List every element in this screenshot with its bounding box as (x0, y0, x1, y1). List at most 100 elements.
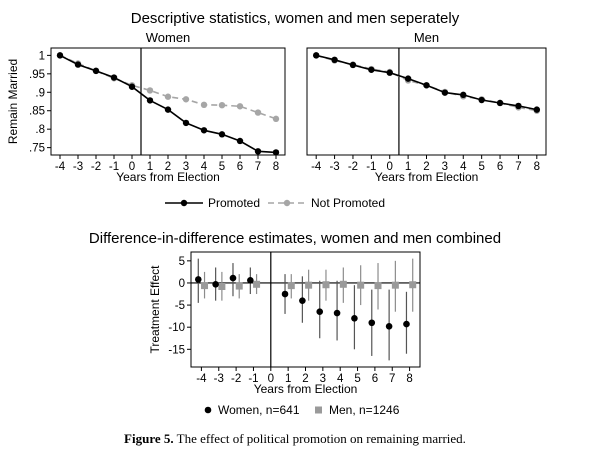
did-women-point (351, 315, 358, 322)
men-promoted-point (404, 75, 412, 82)
did-women-point (229, 274, 237, 282)
women-xtick-label: 7 (255, 161, 261, 173)
men-promoted-point (349, 61, 357, 69)
did-women-point (281, 290, 289, 298)
men-xtick-label: 7 (515, 161, 521, 173)
did-xtick-label: 1 (285, 373, 291, 385)
women-promoted-point (236, 137, 244, 145)
men-promoted-point (515, 102, 522, 110)
men-xtick-label: 2 (423, 161, 429, 173)
legend-promoted-label: Promoted (208, 196, 260, 210)
women-promoted-point (146, 97, 154, 104)
did-women-point (247, 277, 254, 284)
men-promoted-point (533, 106, 541, 113)
men-xtick-label: 3 (442, 161, 448, 173)
men-promoted-point (386, 69, 393, 76)
women-xtick-label: 0 (129, 161, 135, 173)
women-ylabel: Remain Married (6, 59, 20, 144)
figure-caption: Figure 5. The effect of political promot… (0, 431, 590, 447)
did-xtick-label: -3 (214, 373, 224, 385)
did-women-point (333, 309, 341, 317)
women-promoted-point (254, 148, 262, 155)
did-ytick-label: -10 (168, 322, 185, 334)
did-xtick-label: 7 (389, 373, 395, 385)
women-not-promoted-point (146, 87, 154, 94)
women-frame (50, 47, 286, 156)
women-not-promoted-point (272, 115, 280, 123)
women-not-promoted-point (218, 101, 226, 109)
did-xtick-label: -1 (248, 373, 258, 385)
women-promoted-line (59, 54, 277, 154)
men-promoted-point (368, 66, 375, 73)
men-xlabel: Years from Election (375, 170, 479, 184)
men-xtick-label: 1 (405, 161, 411, 173)
men-promoted-point (496, 99, 504, 107)
women-xtick-label: 3 (183, 161, 189, 173)
women-not-promoted-point (254, 109, 262, 116)
bottom-legend: Women, n=641 Men, n=1246 (204, 403, 400, 417)
did-women-point (194, 276, 202, 283)
did-men-point (374, 282, 382, 290)
men-promoted-point (312, 52, 320, 59)
legend-women-label: Women, n=641 (218, 403, 300, 417)
women-promoted-point (56, 52, 64, 59)
did-xtick-label: 0 (268, 373, 274, 385)
did-frame (190, 251, 421, 368)
did-xtick-label: -4 (196, 373, 207, 385)
legend-men-marker (315, 406, 322, 414)
men-xtick-label: 5 (478, 161, 484, 173)
legend-women-marker (204, 406, 212, 414)
did-men-point (235, 282, 243, 290)
did-women-point (299, 297, 306, 304)
did-xtick-label: 3 (320, 373, 326, 385)
men-xtick-label: -3 (329, 161, 339, 173)
men-promoted-point (331, 56, 338, 64)
did-xtick-label: 6 (372, 373, 378, 385)
did-xtick-label: 8 (406, 373, 412, 385)
bottom-title: Difference-in-difference estimates, wome… (89, 230, 501, 247)
women-xtick-label: 1 (147, 161, 153, 173)
women-ytick-label: .9 (35, 87, 45, 99)
women-not-promoted-point (182, 96, 190, 103)
did-ytick-label: -5 (175, 300, 185, 312)
women-xtick-label: -2 (91, 161, 101, 173)
women-xtick-label: 5 (219, 161, 225, 173)
did-men-point (218, 283, 226, 290)
did-ylabel: Treatment Effect (148, 265, 162, 354)
men-xtick-label: 0 (387, 161, 393, 173)
did-ytick-label: -15 (168, 344, 185, 356)
legend-promoted-marker (180, 199, 188, 207)
women-title: Women (146, 30, 191, 45)
did-men-point (287, 282, 295, 290)
did-women-point (403, 320, 410, 328)
women-xtick-label: 2 (165, 161, 171, 173)
men-xtick-label: 4 (460, 161, 467, 173)
men-xtick-label: -4 (311, 161, 322, 173)
did-men-point (391, 281, 399, 289)
did-women-point (368, 319, 376, 327)
women-xtick-label: -3 (73, 161, 83, 173)
women-ytick-label: .95 (29, 69, 45, 81)
men-promoted-point (478, 96, 485, 104)
women-xlabel: Years from Election (116, 170, 220, 184)
did-men-point (357, 281, 365, 289)
women-promoted-point (218, 131, 226, 138)
men-xtick-label: 6 (497, 161, 503, 173)
women-promoted-point (110, 74, 118, 81)
women-promoted-point (272, 149, 280, 156)
did-xtick-label: 2 (302, 373, 308, 385)
men-xtick-label: -2 (348, 161, 358, 173)
women-ytick-label: 1 (39, 50, 45, 62)
did-xtick-label: 5 (354, 373, 360, 385)
women-promoted-point (92, 67, 100, 75)
legend-men-label: Men, n=1246 (329, 403, 400, 417)
did-women-point (212, 280, 219, 288)
women-promoted-point (164, 106, 172, 113)
women-xtick-label: -4 (55, 161, 66, 173)
women-promoted-point (74, 61, 82, 68)
men-promoted-point (423, 82, 430, 89)
did-ytick-label: 0 (179, 278, 185, 290)
